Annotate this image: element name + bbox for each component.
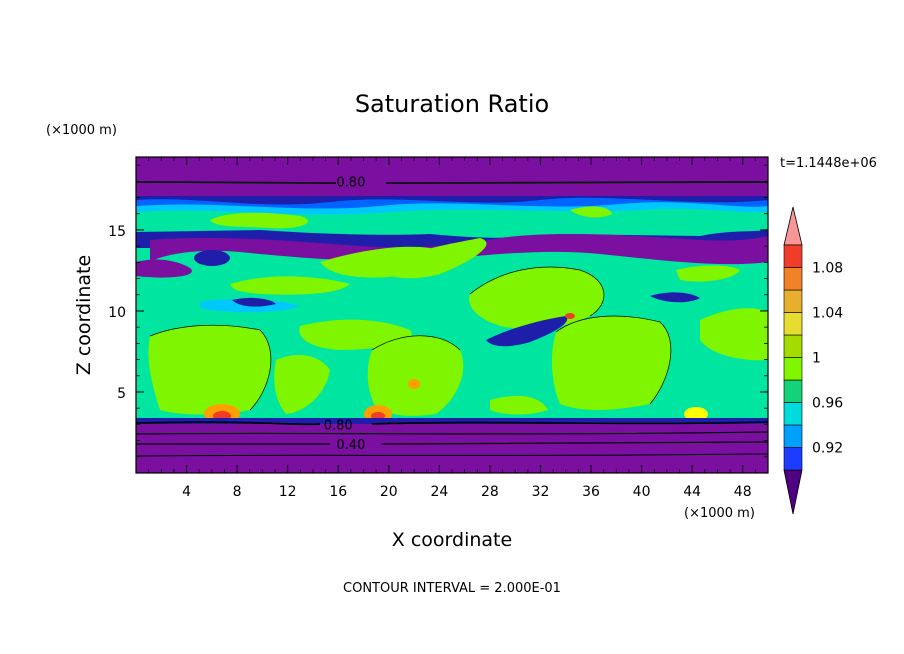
- chart-title: Saturation Ratio: [355, 90, 549, 118]
- band-lower-dry: [136, 424, 768, 473]
- y-tick-label: 15: [108, 224, 126, 240]
- colorbar-swatch: [783, 357, 803, 381]
- y-axis-ticks: 5 10 15: [108, 164, 768, 458]
- colorbar-swatch: [783, 379, 803, 403]
- lime-cloud-f: [551, 316, 671, 410]
- band-lower-dark: [136, 418, 768, 424]
- contour-label: 0.80: [336, 175, 365, 190]
- x-tick-label: 40: [633, 484, 651, 500]
- contour-labels: 0.80 0.80 0.40: [324, 175, 366, 453]
- contour-line-lower-a: [136, 421, 768, 426]
- x-tick-label: 28: [481, 484, 499, 500]
- x-tick-label: 4: [182, 484, 191, 500]
- colorbar-swatch: [783, 334, 803, 358]
- colorbar: 0.92 0.96 1 1.04 1.08: [783, 206, 843, 515]
- x-tick-label: 16: [329, 484, 347, 500]
- colorbar-swatch: [783, 244, 803, 268]
- contour-outlines: [149, 266, 672, 411]
- lime-cloud-b: [274, 355, 330, 414]
- x-units-label: (×1000 m): [684, 506, 755, 521]
- lime-patch-c: [380, 238, 487, 279]
- colorbar-tick-label: 1: [812, 351, 821, 367]
- left-blue-blob: [194, 250, 230, 266]
- warm-spot-d: [408, 379, 420, 389]
- colorbar-swatch: [783, 312, 803, 336]
- contour-field: 0.80 0.80 0.40: [136, 157, 768, 473]
- contour-line-top: [136, 181, 768, 184]
- lime-cloud-g: [700, 308, 768, 361]
- contour-label: 0.80: [324, 418, 353, 433]
- x-tick-label: 48: [734, 484, 752, 500]
- x-tick-label: 12: [279, 484, 297, 500]
- colorbar-swatch: [783, 447, 803, 471]
- colorbar-tick-label: 1.04: [812, 306, 843, 322]
- lime-patch-a: [210, 212, 309, 229]
- left-dry-blob: [136, 259, 192, 278]
- lime-patch-f: [230, 276, 350, 295]
- lime-patch-e: [676, 265, 740, 282]
- mid-blue-streak: [232, 297, 276, 307]
- contour-line-lower-c: [136, 441, 768, 445]
- y-tick-label: 10: [108, 305, 126, 321]
- x-tick-label: 36: [582, 484, 600, 500]
- contour-line-lower-b: [136, 431, 768, 435]
- x-axis-label: X coordinate: [392, 529, 512, 551]
- right-blue-streak: [650, 292, 700, 303]
- colorbar-swatch: [783, 267, 803, 291]
- x-tick-label: 8: [233, 484, 242, 500]
- y-tick-label: 5: [117, 386, 126, 402]
- colorbar-max-arrow: [783, 206, 803, 246]
- colorbar-swatch: [783, 424, 803, 448]
- contour-interval-footer: CONTOUR INTERVAL = 2.000E-01: [343, 581, 561, 596]
- contour-label: 0.40: [336, 438, 365, 453]
- lime-patch-d: [570, 206, 612, 218]
- colorbar-swatch: [783, 289, 803, 313]
- colorbar-swatch: [783, 402, 803, 426]
- x-tick-label: 24: [430, 484, 448, 500]
- center-red-spot: [565, 313, 575, 319]
- x-tick-label: 32: [532, 484, 550, 500]
- colorbar-tick-label: 0.96: [812, 396, 843, 412]
- lime-cloud-c: [299, 319, 412, 350]
- colorbar-tick-label: 0.92: [812, 441, 843, 457]
- time-label: t=1.1448e+06: [780, 156, 877, 171]
- colorbar-min-arrow: [783, 469, 803, 515]
- x-axis-ticks: 4 8 12 16 20 24 28 32 36 40 44 48: [148, 157, 756, 500]
- x-tick-label: 20: [380, 484, 398, 500]
- x-tick-label: 44: [683, 484, 701, 500]
- y-axis-label: Z coordinate: [73, 255, 95, 375]
- y-units-label: (×1000 m): [46, 123, 117, 138]
- warm-spot-c: [684, 407, 708, 421]
- colorbar-tick-label: 1.08: [812, 261, 843, 277]
- lime-cloud-a: [148, 325, 271, 415]
- lime-cloud-h: [490, 395, 548, 415]
- contour-line-lower-d: [136, 453, 768, 457]
- lime-cloud-d: [367, 335, 464, 416]
- center-blue-streak: [486, 316, 568, 347]
